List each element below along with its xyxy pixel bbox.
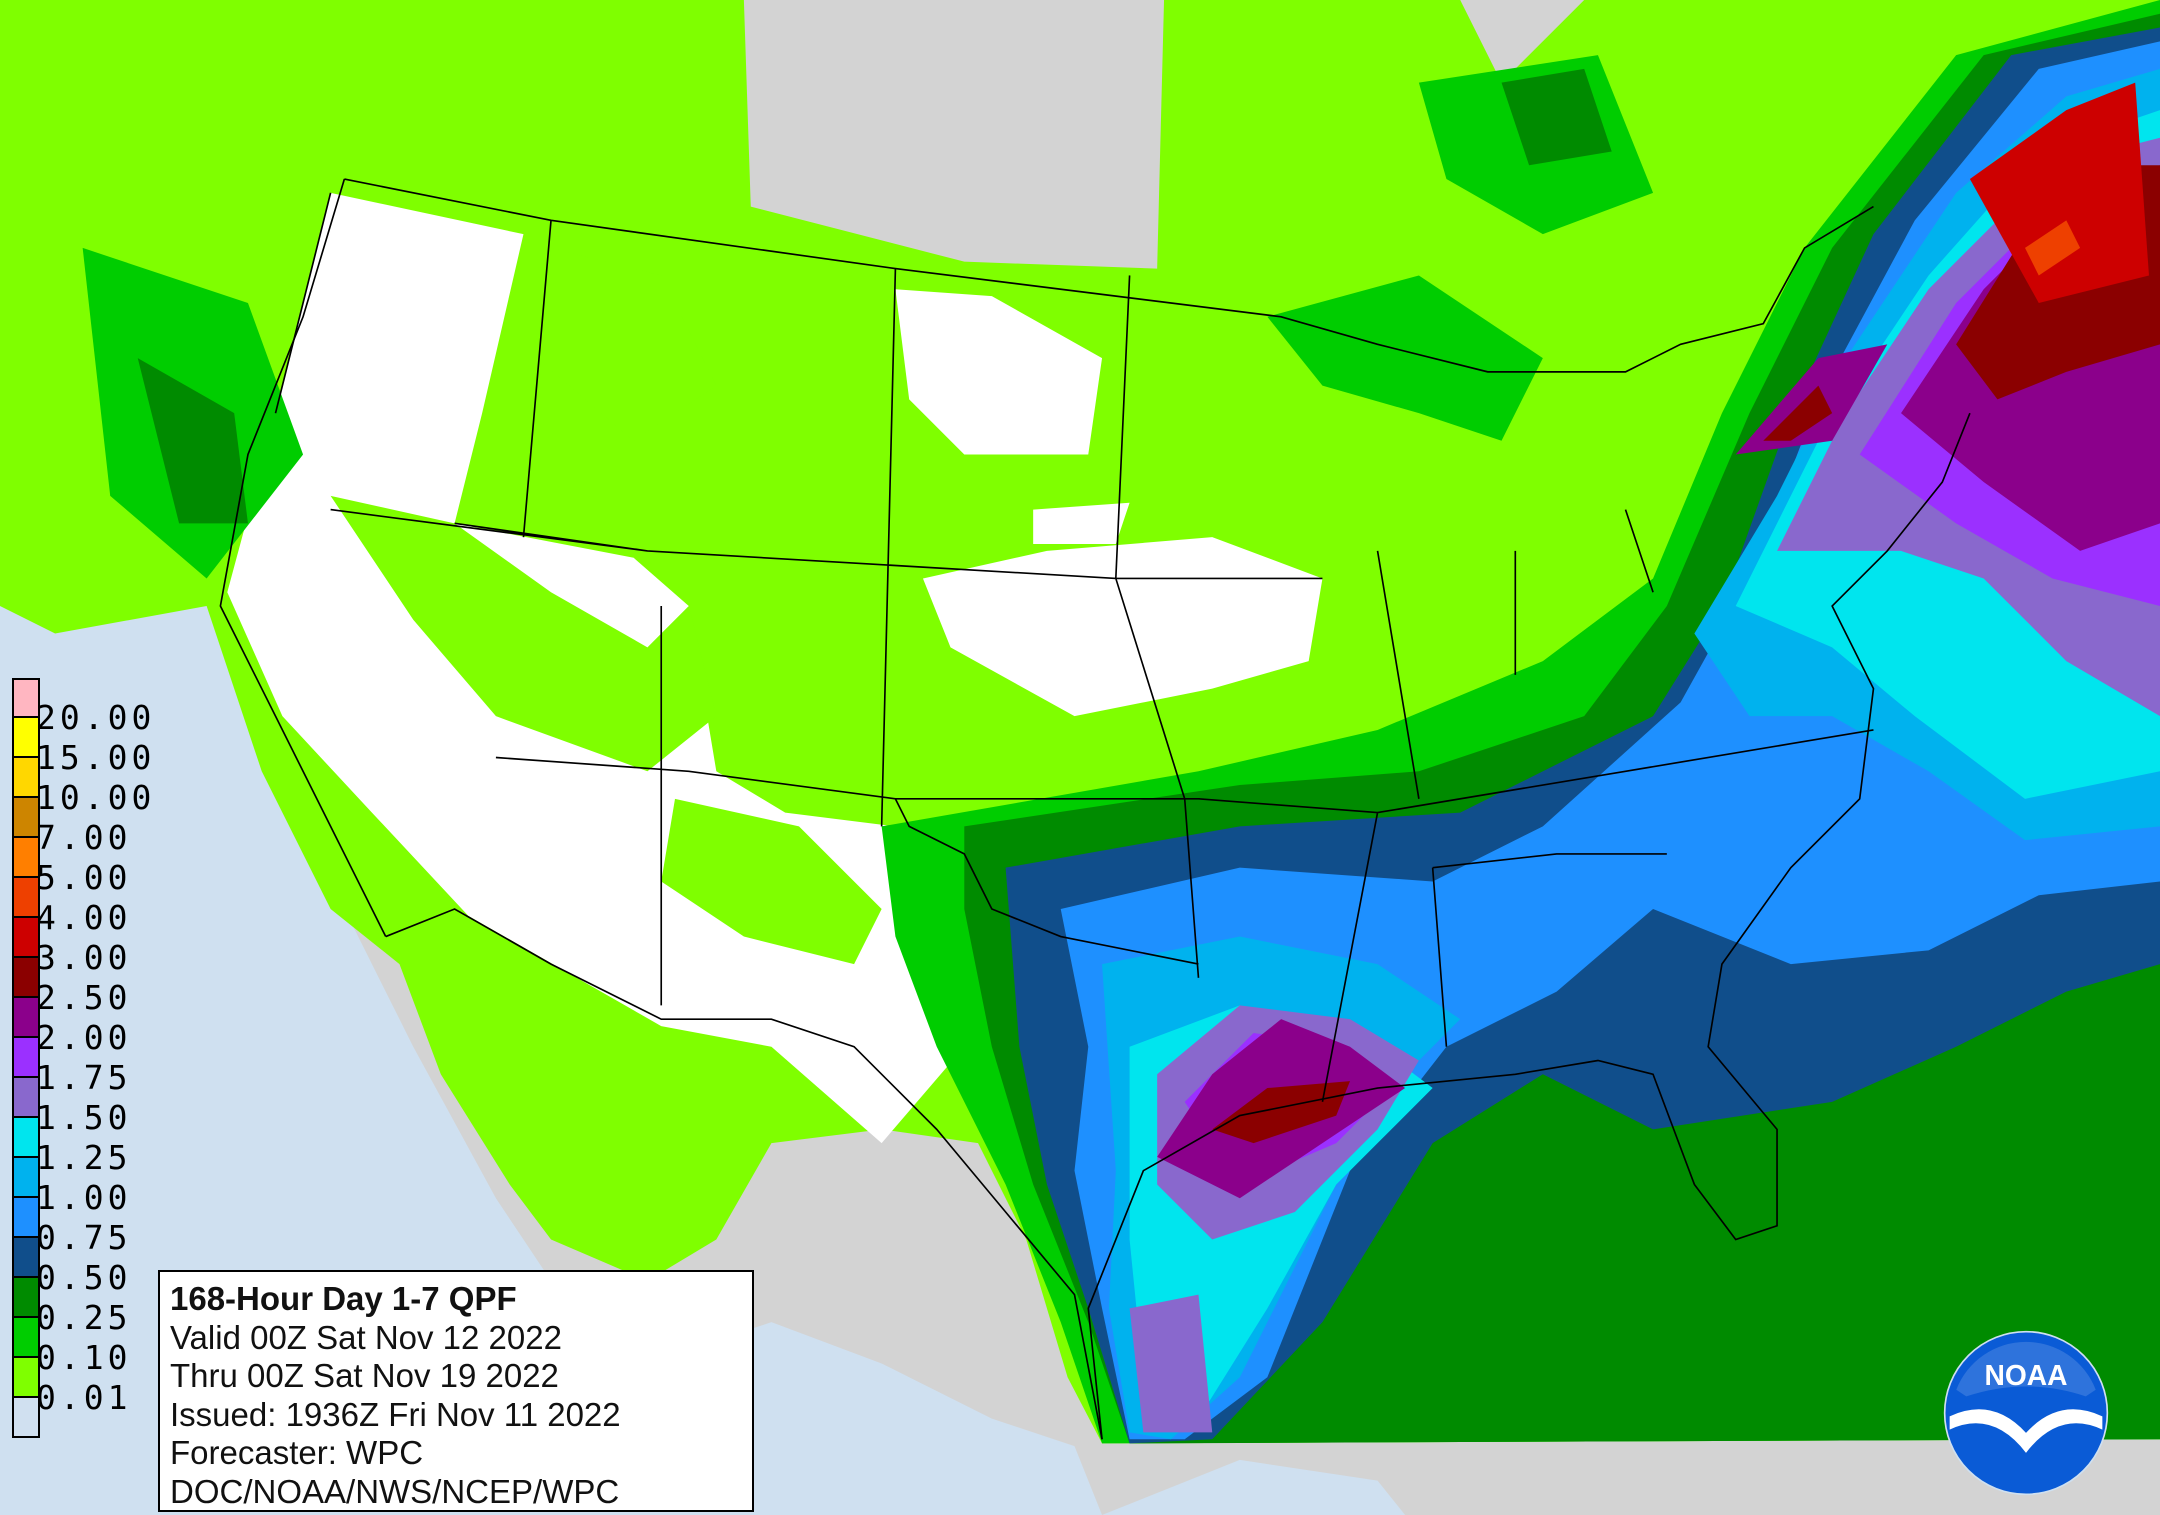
legend-swatch: [12, 958, 40, 998]
gulf-coast: [1087, 412, 1971, 1440]
legend-swatch: [12, 678, 40, 718]
legend-label: 3.00: [36, 938, 132, 977]
legend-label: 0.25: [36, 1298, 132, 1337]
legend-label: 0.50: [36, 1258, 132, 1297]
legend-label: 0.10: [36, 1338, 132, 1377]
legend-label: 1.00: [36, 1178, 132, 1217]
legend-label: 1.25: [36, 1138, 132, 1177]
credit: DOC/NOAA/NWS/NCEP/WPC: [170, 1472, 620, 1510]
logo-text: NOAA: [1984, 1359, 2067, 1391]
product-info-box: 168-Hour Day 1-7 QPF Valid 00Z Sat Nov 1…: [158, 1270, 754, 1512]
us-canada-border: [344, 178, 1874, 373]
legend-swatch: [12, 838, 40, 878]
forecaster: Forecaster: WPC: [170, 1434, 424, 1471]
legend-swatch: [12, 1118, 40, 1158]
legend-label: 20.00: [36, 698, 156, 737]
state-lines: [274, 192, 1874, 1102]
precip-west-green: [330, 247, 882, 965]
issued-time: Issued: 1936Z Fri Nov 11 2022: [170, 1395, 621, 1433]
legend-label: 7.00: [36, 818, 132, 857]
legend-label: 0.75: [36, 1218, 132, 1257]
legend-swatch: [12, 1078, 40, 1118]
legend-swatch: [12, 1198, 40, 1238]
product-title: 168-Hour Day 1-7 QPF: [170, 1280, 517, 1317]
legend-label: 1.50: [36, 1098, 132, 1137]
us-mexico-border: [385, 908, 1103, 1440]
legend-label: 2.00: [36, 1018, 132, 1057]
valid-time: Valid 00Z Sat Nov 12 2022: [170, 1318, 562, 1356]
political-boundaries: [219, 178, 1971, 1440]
legend-swatch: [12, 878, 40, 918]
noaa-logo-icon: NOAA: [1943, 1330, 2109, 1496]
legend-label: 1.75: [36, 1058, 132, 1097]
legend-label: 4.00: [36, 898, 132, 937]
legend-swatch: [12, 998, 40, 1038]
legend-swatch: [12, 798, 40, 838]
legend-swatch: [12, 1038, 40, 1078]
legend-label: 5.00: [36, 858, 132, 897]
legend-swatch: [12, 1398, 40, 1438]
thru-time: Thru 00Z Sat Nov 19 2022: [170, 1357, 559, 1394]
legend-swatch: [12, 758, 40, 798]
legend-swatch: [12, 1318, 40, 1358]
legend-label: 15.00: [36, 738, 156, 777]
precip-4.00: [2025, 220, 2081, 276]
no-precip-plains: [895, 289, 1323, 717]
west-coast: [219, 178, 387, 937]
legend-swatch: [12, 918, 40, 958]
legend-label: 10.00: [36, 778, 156, 817]
legend-label: 2.50: [36, 978, 132, 1017]
precip-3.00: [1969, 82, 2149, 304]
legend-swatch: [12, 1158, 40, 1198]
legend-swatch: [12, 1358, 40, 1398]
legend-swatch: [12, 1238, 40, 1278]
legend-label: 0.01: [36, 1378, 132, 1417]
legend-swatch: [12, 718, 40, 758]
legend-swatch: [12, 1278, 40, 1318]
